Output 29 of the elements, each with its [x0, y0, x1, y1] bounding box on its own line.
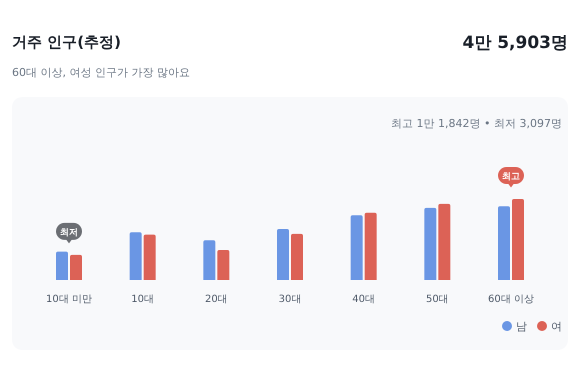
- x-tick-label: 10대: [131, 294, 154, 305]
- legend-label: 여: [551, 320, 562, 333]
- bar: [56, 252, 68, 280]
- text: 최고 1만 1,842명 • 최저 3,097명: [391, 117, 562, 130]
- bar: [130, 232, 142, 280]
- bar: [217, 250, 230, 280]
- chart-title: 거주 인구(추정): [12, 33, 121, 51]
- bar: [364, 212, 377, 280]
- bar: [70, 254, 82, 280]
- x-tick-label: 40대: [352, 294, 376, 305]
- text: 4만 5,903명: [462, 33, 568, 53]
- annotation: 최고: [502, 172, 520, 182]
- bar: [424, 208, 436, 280]
- legend-label: 남: [516, 320, 527, 333]
- bar: [203, 240, 216, 280]
- bar: [144, 234, 156, 280]
- x-tick-label: 60대 이상: [488, 294, 534, 305]
- x-tick-label: 30대: [278, 294, 302, 305]
- bar: [291, 234, 303, 280]
- chart-subtitle: 60대 이상, 여성 인구가 가장 많아요: [12, 66, 190, 79]
- bar: [438, 204, 450, 280]
- x-tick-label: 20대: [204, 294, 228, 305]
- x-tick-label: 50대: [426, 294, 449, 305]
- annotation: 최저: [60, 228, 78, 238]
- bar: [350, 215, 363, 280]
- bar: [512, 199, 524, 280]
- x-tick-label: 10대 미만: [46, 294, 92, 305]
- bar: [498, 206, 510, 280]
- bar: [277, 228, 289, 280]
